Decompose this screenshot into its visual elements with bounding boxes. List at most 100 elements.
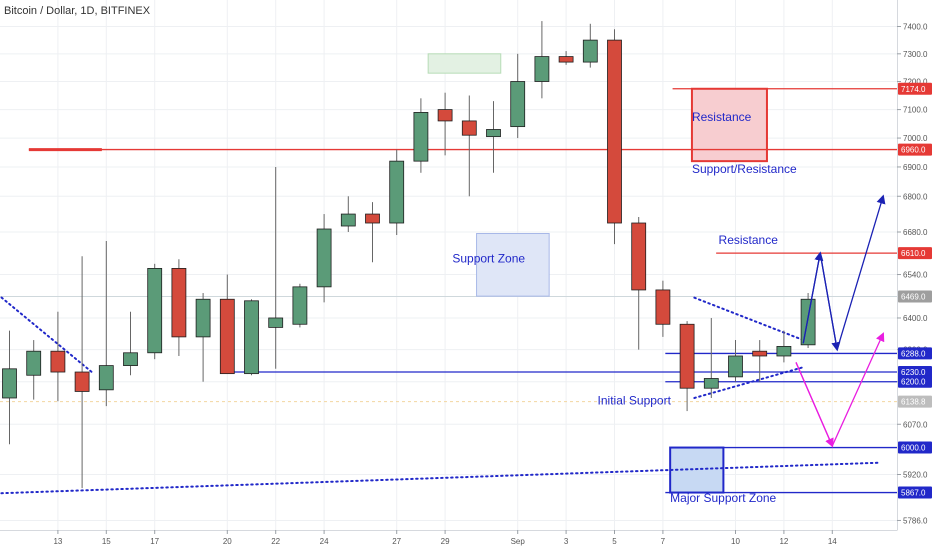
price-tick-label: 6800.0 [903,192,928,201]
price-tick-label: 7200.0 [903,78,928,87]
candle-body [316,228,332,288]
candle-body [2,368,17,399]
price-label-box [898,143,932,156]
trend-line [693,296,805,342]
candle [340,196,356,233]
candle-body [171,268,187,338]
price-label-box [898,247,932,260]
candle-body [365,213,380,224]
candle [679,321,695,412]
candle [534,21,550,99]
candle [558,51,574,65]
price-label-text: 5867.0 [901,489,926,498]
price-label-box [898,486,932,499]
time-tick-label: 13 [53,537,62,546]
candle [268,166,284,369]
zone-box [476,233,550,297]
candle [74,256,90,489]
candle-body [389,160,405,224]
candle-body [631,222,647,291]
candle [437,92,453,156]
price-label-text: 6138.8 [901,398,926,407]
candle [655,280,671,337]
candle-body [147,268,163,354]
candle-body [461,120,477,136]
candle [752,340,768,382]
candles-layer [2,21,816,489]
price-label-box [898,375,932,388]
time-tick-label: 15 [102,537,111,546]
candle-body [219,298,235,375]
candle [292,283,308,328]
candle [703,317,719,398]
price-tick-label: 6680.0 [903,228,928,237]
candle-body [607,39,622,224]
trend-line [0,461,882,495]
price-label-text: 6200.0 [901,378,926,387]
price-tick-label: 6540.0 [903,271,928,280]
price-tick-label: 7100.0 [903,106,928,115]
projection-segment [819,253,841,352]
price-label-box [898,347,932,360]
time-tick-label: 10 [731,537,740,546]
candle [365,202,380,263]
candle [486,101,501,173]
candle-body [50,350,66,373]
price-label-box [898,441,932,454]
candle-body [800,298,816,346]
time-tick-label: Sep [511,537,526,546]
price-tick-label: 6900.0 [903,163,928,172]
candle-body [437,109,453,122]
time-tick-label: 27 [392,537,401,546]
candle-body [98,365,114,391]
time-tick-label: 3 [564,537,569,546]
trend-line [693,366,805,399]
candle-body [679,323,695,389]
candle [195,293,211,382]
annotation-label: Support/Resistance [692,162,797,176]
time-tick-label: 20 [223,537,232,546]
annotation-label: Major Support Zone [670,491,776,505]
candle [123,311,138,376]
price-label-text: 6469.0 [901,292,926,301]
candle-body [558,56,574,63]
candle-body [776,346,792,357]
candle [171,259,187,356]
price-tick-label: 7000.0 [903,134,928,143]
annotation-label: Initial Support [598,394,672,408]
price-tick-label: 5786.0 [903,516,928,525]
price-label-text: 6230.0 [901,368,926,377]
candle [510,53,526,139]
candle-body [244,300,259,375]
candle-body [655,289,671,325]
candle [147,263,163,360]
time-tick-label: 5 [612,537,617,546]
candle-body [534,56,550,82]
candle-body [292,286,308,325]
candle-body [195,298,211,338]
candle [413,98,429,173]
candle [98,241,114,407]
candle [244,299,259,376]
candle [631,217,647,350]
candle-body [703,378,719,389]
candle [219,274,235,375]
candle-body [123,352,138,366]
chart-title: Bitcoin / Dollar, 1D, BITFINEX [4,5,151,17]
price-tick-label: 6400.0 [903,314,928,323]
zone-box [690,87,768,163]
candle-body [486,129,501,138]
projection-path [795,332,885,448]
price-label-text: 6000.0 [901,444,926,453]
price-label-box [898,82,932,95]
price-label-text: 6610.0 [901,249,926,258]
candle [389,149,405,236]
candle [316,214,332,303]
time-tick-label: 12 [779,537,788,546]
price-tick-label: 7300.0 [903,50,928,59]
candle-body [510,81,526,128]
projection-segment [802,251,824,344]
time-tick-label: 29 [441,537,450,546]
price-label-text: 6288.0 [901,349,926,358]
